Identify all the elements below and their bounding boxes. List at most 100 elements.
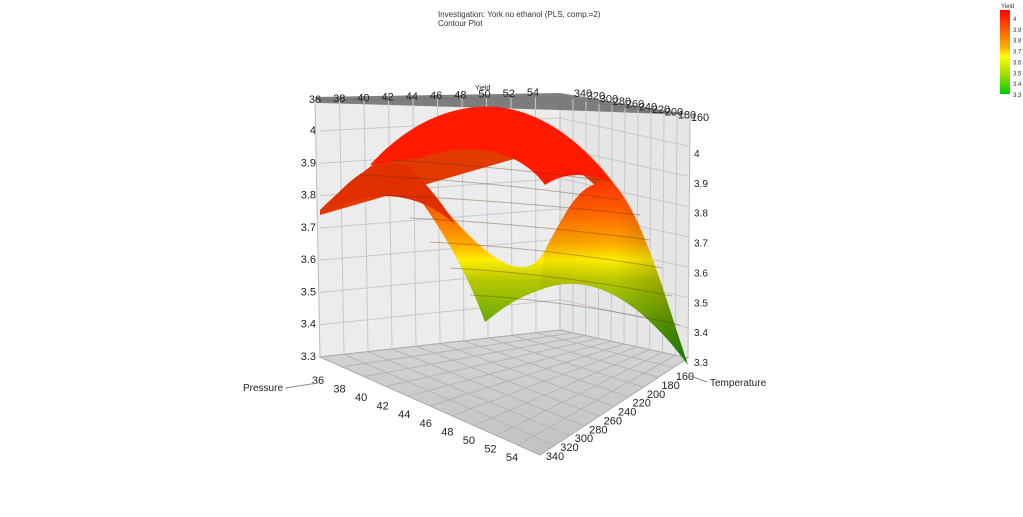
contour-line [409, 217, 651, 241]
temperature-axis-line [687, 374, 708, 383]
legend-tick: 3.5 [1013, 71, 1022, 77]
floor-gridline [517, 354, 676, 446]
top-pressure-tick: 52 [503, 88, 515, 100]
floor-grid [341, 332, 676, 446]
bottom-pressure-tick: 50 [463, 435, 475, 447]
bottom-pressure-ticks: 36 38 40 42 44 46 48 50 52 54 [312, 375, 518, 464]
top-temperature-tick: 340 [574, 88, 592, 100]
color-legend: Yield 4 3.9 3.8 3.7 3.6 3.5 3.4 3.3 [1000, 4, 1022, 99]
floor-gridline [535, 332, 674, 369]
left-yield-tick: 3.7 [301, 222, 316, 234]
left-yield-tick: 4 [310, 125, 316, 137]
left-wall-gridline [339, 99, 345, 355]
bottom-pressure-tick: 36 [312, 375, 324, 387]
left-yield-tick: 3.8 [301, 190, 316, 202]
top-temperature-tick: 280 [613, 96, 631, 108]
right-yield-tick: 3.4 [694, 328, 708, 339]
top-temperature-tick: 240 [639, 101, 657, 113]
right-wall-gridline [674, 115, 678, 356]
bottom-temperature-tick: 220 [632, 398, 650, 410]
right-wall-hgridline [559, 178, 689, 208]
bottom-temperature-tick: 240 [618, 407, 636, 419]
bottom-pressure-tick: 48 [441, 426, 453, 438]
contour-line [429, 241, 663, 269]
top-pressure-tick: 48 [454, 89, 466, 101]
right-yield-tick: 3.3 [694, 358, 708, 369]
legend-colorbar [1000, 10, 1010, 94]
top-pressure-tick: 42 [382, 92, 394, 104]
right-yield-tick: 3.7 [694, 239, 708, 250]
right-yield-ticks: 3.3 3.4 3.5 3.6 3.7 3.8 3.9 4 [694, 149, 708, 369]
top-temperature-tick: 160 [691, 112, 709, 124]
chart-subtitle: Contour Plot [438, 19, 483, 28]
bottom-temperature-tick: 320 [560, 442, 578, 454]
bottom-temperature-tick: 300 [575, 433, 593, 445]
left-yield-ticks: 3.3 3.4 3.5 3.6 3.7 3.8 3.9 4 [301, 125, 316, 363]
floor-gridline [463, 340, 629, 398]
left-yield-tick: 3.6 [301, 254, 316, 266]
bottom-pressure-tick: 46 [420, 418, 432, 430]
xlabel-pressure: Pressure [243, 383, 283, 394]
top-temperature-tick: 180 [678, 109, 696, 121]
floor-gridline [473, 349, 650, 427]
top-temperature-tick: 300 [600, 93, 618, 105]
contour-line [389, 159, 601, 181]
legend-tick: 3.7 [1013, 50, 1022, 56]
floor-gridline [495, 351, 663, 436]
left-yield-tick: 3.4 [301, 319, 316, 331]
pressure-axis-line [284, 382, 319, 389]
legend-tick: 4 [1013, 17, 1017, 23]
top-pressure-tick: 46 [430, 90, 442, 102]
legend-tick: 3.8 [1013, 39, 1022, 45]
top-temperature-tick: 320 [587, 91, 605, 103]
top-temperature-tick: 200 [665, 107, 683, 119]
top-pressure-tick: 36 [309, 94, 321, 106]
legend-tick: 3.9 [1013, 28, 1022, 34]
contour-lines [359, 159, 681, 326]
legend-ticks: 4 3.9 3.8 3.7 3.6 3.5 3.4 3.3 [1013, 17, 1022, 99]
legend-tick: 3.6 [1013, 60, 1022, 66]
yield-surface [320, 106, 688, 365]
right-yield-tick: 4 [694, 149, 700, 160]
floor-gridline [487, 337, 644, 388]
right-wall-hgridline [559, 117, 689, 147]
top-pressure-tick: 40 [357, 92, 369, 104]
top-temperature-tick: 220 [652, 104, 670, 116]
ylabel-temperature: Temperature [710, 378, 767, 389]
top-temperature-tick: 260 [626, 99, 644, 111]
bottom-pressure-tick: 38 [333, 384, 345, 396]
chart-title: Investigation: York no ethanol (PLS, com… [438, 10, 601, 19]
legend-tick: 3.4 [1013, 82, 1022, 88]
left-wall-gridline [388, 99, 393, 349]
left-wall-gridline [363, 99, 369, 352]
right-yield-tick: 3.5 [694, 298, 708, 309]
bottom-temperature-tick: 340 [546, 451, 564, 463]
bottom-temperature-tick: 260 [604, 415, 622, 427]
bottom-pressure-tick: 40 [355, 392, 367, 404]
zlabel-top: Yield [475, 85, 490, 92]
left-wall-hgridline [319, 299, 561, 326]
left-wall-hgridline [319, 238, 561, 261]
top-pressure-ticks: 36 38 40 42 44 46 48 50 52 54 [309, 87, 539, 106]
surface-cap [370, 106, 610, 185]
floor-gridline [511, 334, 659, 378]
contour-line [359, 174, 621, 201]
right-yield-tick: 3.8 [694, 209, 708, 220]
right-yield-tick: 3.6 [694, 268, 708, 279]
contour-line [384, 194, 641, 216]
left-yield-tick: 3.5 [301, 286, 316, 298]
bottom-temperature-tick: 200 [647, 389, 665, 401]
surface-shade [540, 181, 688, 365]
floor-gridline [451, 346, 637, 417]
contour-line [469, 294, 681, 326]
legend-title: Yield [1001, 4, 1014, 10]
left-yield-tick: 3.3 [301, 351, 316, 363]
right-yield-tick: 3.9 [694, 179, 708, 190]
bottom-temperature-tick: 180 [661, 380, 679, 392]
bottom-pressure-tick: 44 [398, 409, 410, 421]
top-pressure-tick: 44 [406, 91, 418, 103]
floor-plane [318, 329, 690, 456]
